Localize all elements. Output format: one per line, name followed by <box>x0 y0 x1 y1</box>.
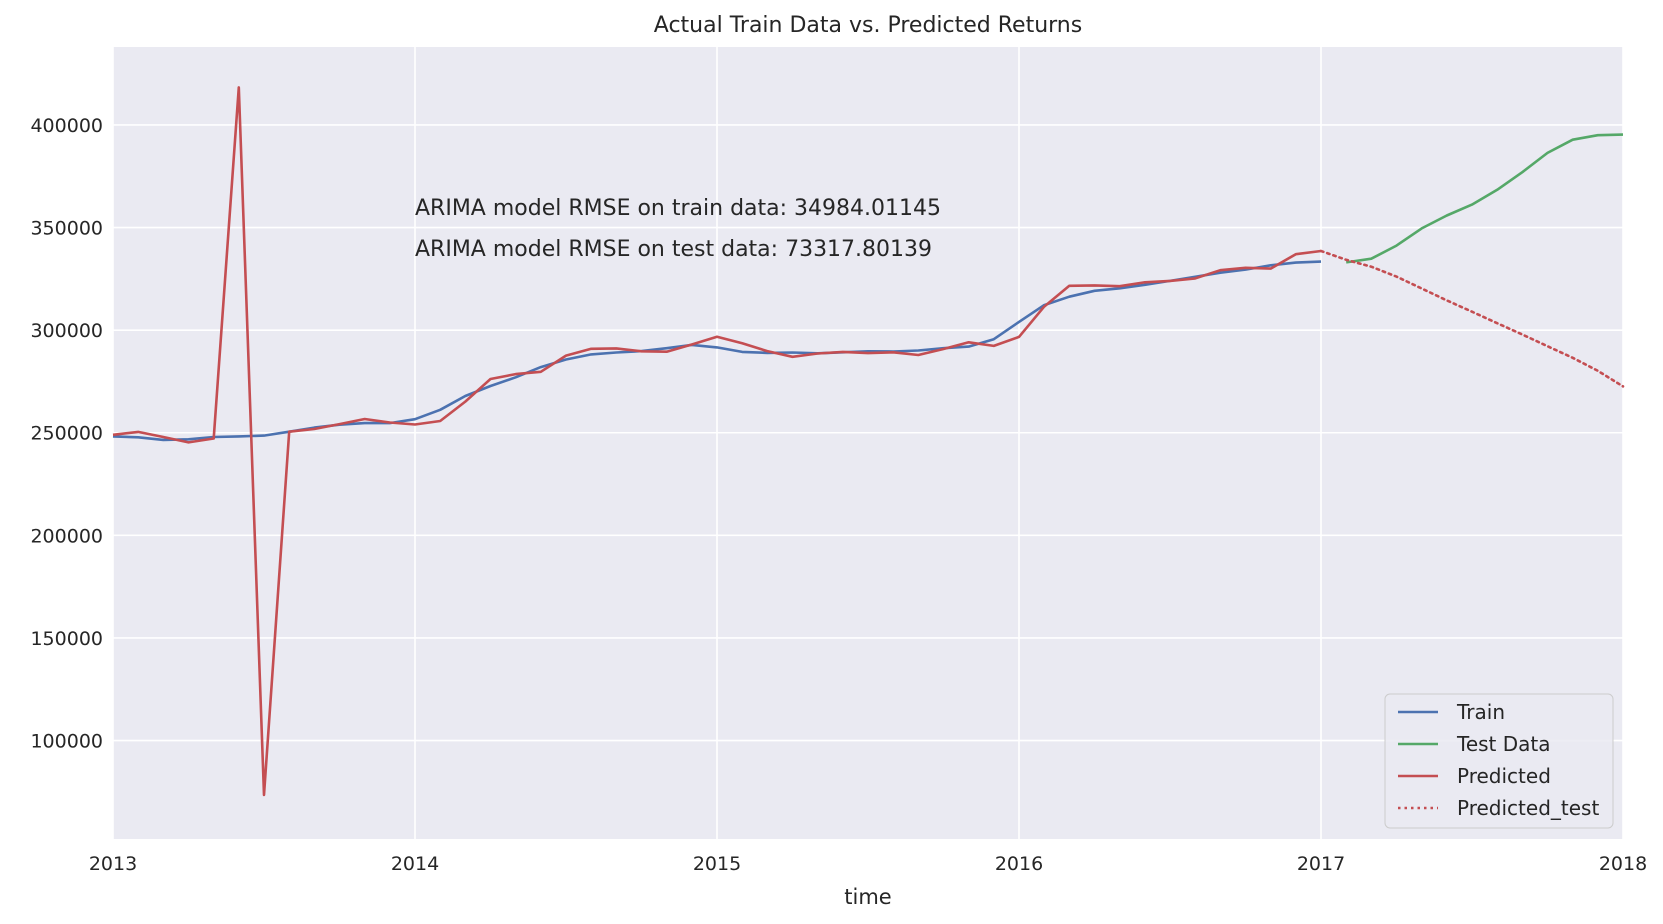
legend-predicted-test-label: Predicted_test <box>1457 796 1599 820</box>
legend-predicted-label: Predicted <box>1457 764 1551 788</box>
legend-test-label: Test Data <box>1456 732 1551 756</box>
y-tick-label: 400000 <box>30 115 103 137</box>
x-tick-label: 2013 <box>89 853 137 875</box>
series-line-predicted-test <box>1319 249 1625 388</box>
x-tick-label: 2014 <box>391 853 439 875</box>
y-tick-label: 150000 <box>30 628 103 650</box>
x-tick-label: 2016 <box>995 853 1043 875</box>
legend-box <box>1384 693 1614 829</box>
y-tick-label: 350000 <box>30 218 103 240</box>
series-lines <box>112 86 1625 797</box>
legend: Train Test Data Predicted Predicted_test <box>1384 693 1614 829</box>
y-tick-label: 250000 <box>30 423 103 445</box>
y-tick-label: 100000 <box>30 731 103 753</box>
legend-train-label: Train <box>1456 700 1505 724</box>
series-line-train <box>112 260 1322 442</box>
x-tick-label: 2017 <box>1297 853 1345 875</box>
annotation-test-rmse: ARIMA model RMSE on test data: 73317.801… <box>415 237 932 262</box>
series-line-test-data <box>1346 133 1624 264</box>
y-tick-label: 200000 <box>30 525 103 547</box>
x-tick-label: 2015 <box>693 853 741 875</box>
x-tick-label: 2018 <box>1599 853 1647 875</box>
tick-labels: 2013 2014 2015 2016 2017 2018 100000 150000 2000… <box>30 115 1647 875</box>
series-line-predicted <box>112 86 1322 797</box>
chart-title: Actual Train Data vs. Predicted Returns <box>654 13 1082 38</box>
x-axis-label: time <box>844 885 891 909</box>
plot-background <box>113 47 1623 839</box>
gridlines <box>112 47 1624 839</box>
annotation-train-rmse: ARIMA model RMSE on train data: 34984.01… <box>415 196 941 221</box>
y-tick-label: 300000 <box>30 320 103 342</box>
